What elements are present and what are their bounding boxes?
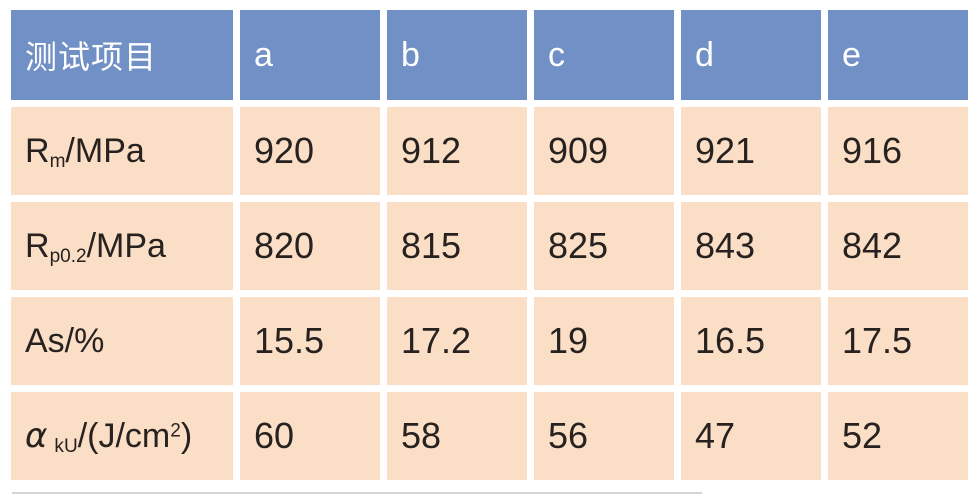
label-subscript: m bbox=[49, 150, 66, 172]
cell-value: 909 bbox=[534, 107, 674, 195]
table-row-aku: α kU/(J/cm2) 60 58 56 47 52 bbox=[11, 392, 968, 480]
table-row-as: As/% 15.5 17.2 19 16.5 17.5 bbox=[11, 297, 968, 385]
label-text: As/% bbox=[25, 321, 105, 360]
cell-value: 920 bbox=[240, 107, 380, 195]
row-label-aku: α kU/(J/cm2) bbox=[11, 392, 233, 480]
cell-value: 19 bbox=[534, 297, 674, 385]
cell-value: 825 bbox=[534, 202, 674, 290]
label-text: ) bbox=[180, 417, 193, 455]
cell-value: 921 bbox=[681, 107, 821, 195]
cell-value: 52 bbox=[828, 392, 968, 480]
header-cell-sample-e: e bbox=[828, 10, 968, 100]
cell-value: 912 bbox=[387, 107, 527, 195]
cell-value: 916 bbox=[828, 107, 968, 195]
row-label-as: As/% bbox=[11, 297, 233, 385]
cell-value: 17.5 bbox=[828, 297, 968, 385]
header-cell-test-item: 测试项目 bbox=[11, 10, 233, 100]
cell-value: 58 bbox=[387, 392, 527, 480]
label-text: /MPa bbox=[86, 226, 166, 265]
cropped-edge-line bbox=[12, 492, 702, 494]
label-subscript: p0.2 bbox=[49, 245, 87, 267]
mechanical-test-results-table: 测试项目 a b c d e Rm/MPa 920 912 909 921 91… bbox=[4, 3, 975, 487]
label-text: /MPa bbox=[65, 131, 145, 170]
header-cell-sample-b: b bbox=[387, 10, 527, 100]
cell-value: 16.5 bbox=[681, 297, 821, 385]
cell-value: 820 bbox=[240, 202, 380, 290]
label-subscript: kU bbox=[54, 435, 78, 457]
label-text: R bbox=[25, 131, 50, 170]
header-cell-sample-c: c bbox=[534, 10, 674, 100]
cell-value: 15.5 bbox=[240, 297, 380, 385]
label-text: R bbox=[25, 226, 50, 265]
label-text: /(J/cm bbox=[77, 417, 171, 455]
alpha-symbol: α bbox=[25, 416, 48, 456]
cell-value: 843 bbox=[681, 202, 821, 290]
cell-value: 56 bbox=[534, 392, 674, 480]
header-cell-sample-a: a bbox=[240, 10, 380, 100]
header-cell-sample-d: d bbox=[681, 10, 821, 100]
header-row: 测试项目 a b c d e bbox=[11, 10, 968, 100]
cell-value: 815 bbox=[387, 202, 527, 290]
table-row-rp02: Rp0.2/MPa 820 815 825 843 842 bbox=[11, 202, 968, 290]
cell-value: 60 bbox=[240, 392, 380, 480]
cell-value: 47 bbox=[681, 392, 821, 480]
row-label-rp02: Rp0.2/MPa bbox=[11, 202, 233, 290]
cell-value: 17.2 bbox=[387, 297, 527, 385]
cell-value: 842 bbox=[828, 202, 968, 290]
table-row-rm: Rm/MPa 920 912 909 921 916 bbox=[11, 107, 968, 195]
label-superscript: 2 bbox=[170, 420, 181, 442]
row-label-rm: Rm/MPa bbox=[11, 107, 233, 195]
